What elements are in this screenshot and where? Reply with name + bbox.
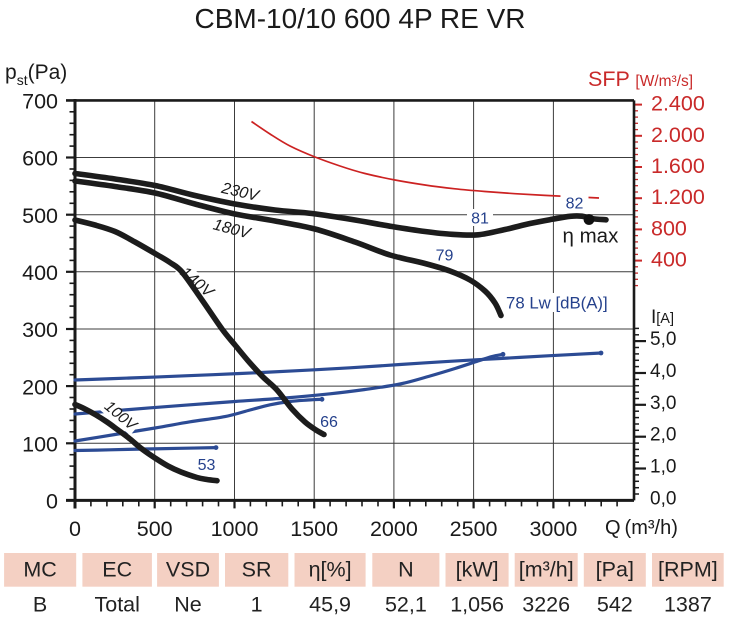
svg-text:3226: 3226 — [522, 593, 570, 617]
svg-text:CBM-10/10 600 4P RE VR: CBM-10/10 600 4P RE VR — [195, 3, 526, 34]
svg-text:81: 81 — [471, 211, 489, 228]
svg-text:500: 500 — [22, 204, 58, 228]
svg-text:3,0: 3,0 — [650, 393, 676, 414]
svg-text:2.400: 2.400 — [651, 92, 705, 116]
svg-text:EC: EC — [102, 558, 132, 582]
svg-text:3000: 3000 — [529, 517, 577, 541]
svg-text:2000: 2000 — [370, 517, 418, 541]
svg-text:45,9: 45,9 — [309, 593, 351, 617]
svg-text:Ne: Ne — [174, 593, 201, 617]
svg-text:500: 500 — [137, 517, 173, 541]
svg-text:[RPM]: [RPM] — [658, 558, 718, 582]
svg-text:200: 200 — [22, 375, 58, 399]
svg-text:5,0: 5,0 — [650, 329, 676, 350]
svg-text:1000: 1000 — [211, 517, 259, 541]
svg-text:0: 0 — [69, 517, 81, 541]
svg-text:800: 800 — [651, 216, 687, 240]
svg-text:78 Lw [dB(A)]: 78 Lw [dB(A)] — [506, 294, 608, 313]
svg-text:0: 0 — [46, 490, 58, 514]
svg-text:MC: MC — [23, 558, 56, 582]
svg-text:600: 600 — [22, 147, 58, 171]
svg-text:VSD: VSD — [166, 558, 210, 582]
svg-text:52,1: 52,1 — [385, 593, 427, 617]
svg-text:79: 79 — [436, 248, 454, 265]
svg-text:400: 400 — [22, 261, 58, 285]
svg-text:B: B — [33, 593, 47, 617]
svg-text:1.600: 1.600 — [651, 154, 705, 178]
svg-text:[kW]: [kW] — [456, 558, 499, 582]
svg-text:400: 400 — [651, 248, 687, 272]
svg-text:1500: 1500 — [290, 517, 338, 541]
svg-text:η[%]: η[%] — [309, 558, 352, 582]
svg-text:pst(Pa): pst(Pa) — [5, 61, 67, 88]
svg-text:1,0: 1,0 — [650, 457, 676, 478]
svg-text:1,056: 1,056 — [450, 593, 504, 617]
svg-text:1.200: 1.200 — [651, 185, 705, 209]
svg-text:300: 300 — [22, 318, 58, 342]
svg-text:Q (m³/h): Q (m³/h) — [605, 517, 678, 539]
svg-text:2,0: 2,0 — [650, 425, 676, 446]
svg-text:Total: Total — [94, 593, 139, 617]
svg-text:I[A]: I[A] — [651, 307, 674, 328]
svg-text:82: 82 — [566, 196, 584, 213]
svg-text:542: 542 — [597, 593, 633, 617]
svg-text:SR: SR — [242, 558, 272, 582]
svg-text:N: N — [398, 558, 414, 582]
svg-text:4,0: 4,0 — [650, 361, 676, 382]
svg-text:1: 1 — [251, 593, 263, 617]
svg-text:1387: 1387 — [664, 593, 712, 617]
svg-text:100: 100 — [22, 433, 58, 457]
svg-text:0,0: 0,0 — [650, 488, 676, 509]
svg-text:66: 66 — [320, 414, 338, 431]
svg-text:2500: 2500 — [450, 517, 498, 541]
svg-text:700: 700 — [22, 90, 58, 114]
svg-text:[Pa]: [Pa] — [596, 558, 634, 582]
svg-text:2.000: 2.000 — [651, 123, 705, 147]
svg-text:[m³/h]: [m³/h] — [519, 558, 574, 582]
svg-text:η max: η max — [563, 225, 620, 248]
svg-text:53: 53 — [198, 457, 216, 474]
